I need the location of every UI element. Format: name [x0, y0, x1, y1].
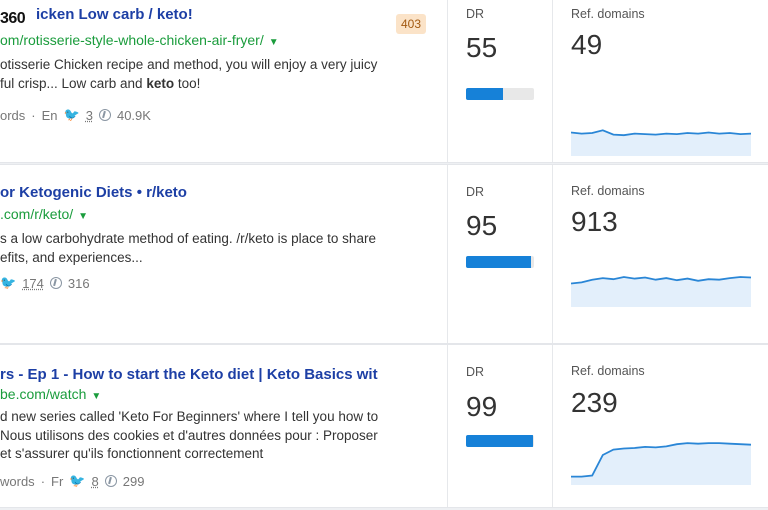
chevron-down-icon[interactable]: ▼ — [91, 391, 102, 402]
dr-column: DR 55 — [447, 0, 552, 162]
result-url[interactable]: .com/r/keto/▼ — [0, 206, 89, 222]
pinterest-icon — [98, 109, 111, 121]
tweet-count[interactable]: 8 — [91, 473, 99, 489]
meta-separator: · — [40, 473, 46, 489]
twitter-icon: 🐦 — [69, 473, 86, 488]
dr-value: 55 — [466, 32, 498, 63]
sparkline-area — [571, 277, 751, 307]
result-meta: ords · En 🐦 3 40.9K — [0, 107, 151, 123]
tweet-count[interactable]: 3 — [85, 107, 93, 123]
pin-count: 299 — [122, 473, 145, 489]
dr-column: DR 99 — [447, 345, 552, 507]
result-main: icken Low carb / keto! 403 om/rotisserie… — [0, 0, 446, 162]
ref-domains-label: Ref. domains — [571, 7, 645, 21]
dr-label: DR — [466, 365, 485, 379]
pin-count: 316 — [67, 275, 90, 291]
result-snippet: d new series called 'Keto For Beginners'… — [0, 409, 379, 461]
result-main: rs - Ep 1 - How to start the Keto diet |… — [0, 345, 446, 507]
result-row-3: rs - Ep 1 - How to start the Keto diet |… — [0, 344, 768, 508]
ref-domains-column: Ref. domains 913 — [552, 165, 768, 343]
sparkline-line — [571, 442, 751, 478]
result-meta: 🐦 174 316 — [0, 275, 90, 291]
twitter-icon: 🐦 — [63, 107, 80, 122]
ref-domains-sparkline — [571, 129, 751, 156]
ref-domains-sparkline — [571, 442, 751, 485]
word-count: words — [0, 473, 35, 489]
dr-bar — [466, 256, 534, 268]
ref-domains-sparkline — [571, 276, 751, 307]
pinterest-icon — [49, 277, 62, 289]
ref-domains-value: 239 — [571, 387, 618, 418]
result-title[interactable]: icken Low carb / keto! — [36, 6, 193, 23]
word-count: ords — [0, 107, 26, 123]
result-title[interactable]: rs - Ep 1 - How to start the Keto diet |… — [0, 366, 378, 383]
result-row-1: icken Low carb / keto! 403 om/rotisserie… — [0, 0, 768, 163]
ref-domains-label: Ref. domains — [571, 184, 645, 198]
pinterest-icon — [104, 475, 117, 487]
result-title[interactable]: or Ketogenic Diets • r/keto — [0, 184, 187, 201]
result-snippet: otisserie Chicken recipe and method, you… — [0, 56, 440, 93]
dr-value: 99 — [466, 391, 498, 422]
result-meta: words · Fr 🐦 8 299 — [0, 473, 144, 489]
sparkline-line — [571, 276, 751, 285]
result-url[interactable]: om/rotisserie-style-whole-chicken-air-fr… — [0, 32, 279, 48]
sparkline-area — [571, 130, 751, 156]
dr-bar-fill — [466, 256, 531, 268]
language: Fr — [51, 473, 64, 489]
chevron-down-icon[interactable]: ▼ — [78, 211, 89, 222]
sparkline-line — [571, 129, 751, 137]
pin-count: 40.9K — [116, 107, 151, 123]
dr-column: DR 95 — [447, 165, 552, 343]
tweet-count[interactable]: 174 — [22, 275, 44, 291]
meta-separator: · — [31, 107, 36, 123]
dr-label: DR — [466, 185, 485, 199]
chevron-down-icon[interactable]: ▼ — [268, 37, 279, 48]
ref-domains-value: 913 — [571, 206, 618, 237]
result-row-2: or Ketogenic Diets • r/keto .com/r/keto/… — [0, 164, 768, 344]
language: En — [41, 107, 58, 123]
sparkline-area — [571, 443, 751, 485]
dr-label: DR — [466, 7, 485, 21]
dr-bar-fill — [466, 435, 534, 447]
snippet-line-2: ful crisp... Low carb and keto too! — [0, 75, 201, 91]
ref-domains-column: Ref. domains 239 — [552, 345, 768, 507]
result-snippet: s a low carbohydrate method of eating. /… — [0, 231, 376, 265]
status-badge: 403 — [396, 14, 427, 34]
logo: 360 — [0, 10, 26, 27]
twitter-icon: 🐦 — [0, 275, 17, 290]
dr-bar — [466, 88, 534, 100]
ref-domains-value: 49 — [571, 29, 603, 60]
ref-domains-column: Ref. domains 49 — [552, 0, 768, 162]
result-main: or Ketogenic Diets • r/keto .com/r/keto/… — [0, 165, 446, 343]
dr-bar — [466, 435, 534, 447]
dr-bar-fill — [466, 88, 504, 100]
result-url[interactable]: be.com/watch ▼ — [0, 386, 102, 402]
dr-value: 95 — [466, 210, 498, 241]
ref-domains-label: Ref. domains — [571, 364, 645, 378]
